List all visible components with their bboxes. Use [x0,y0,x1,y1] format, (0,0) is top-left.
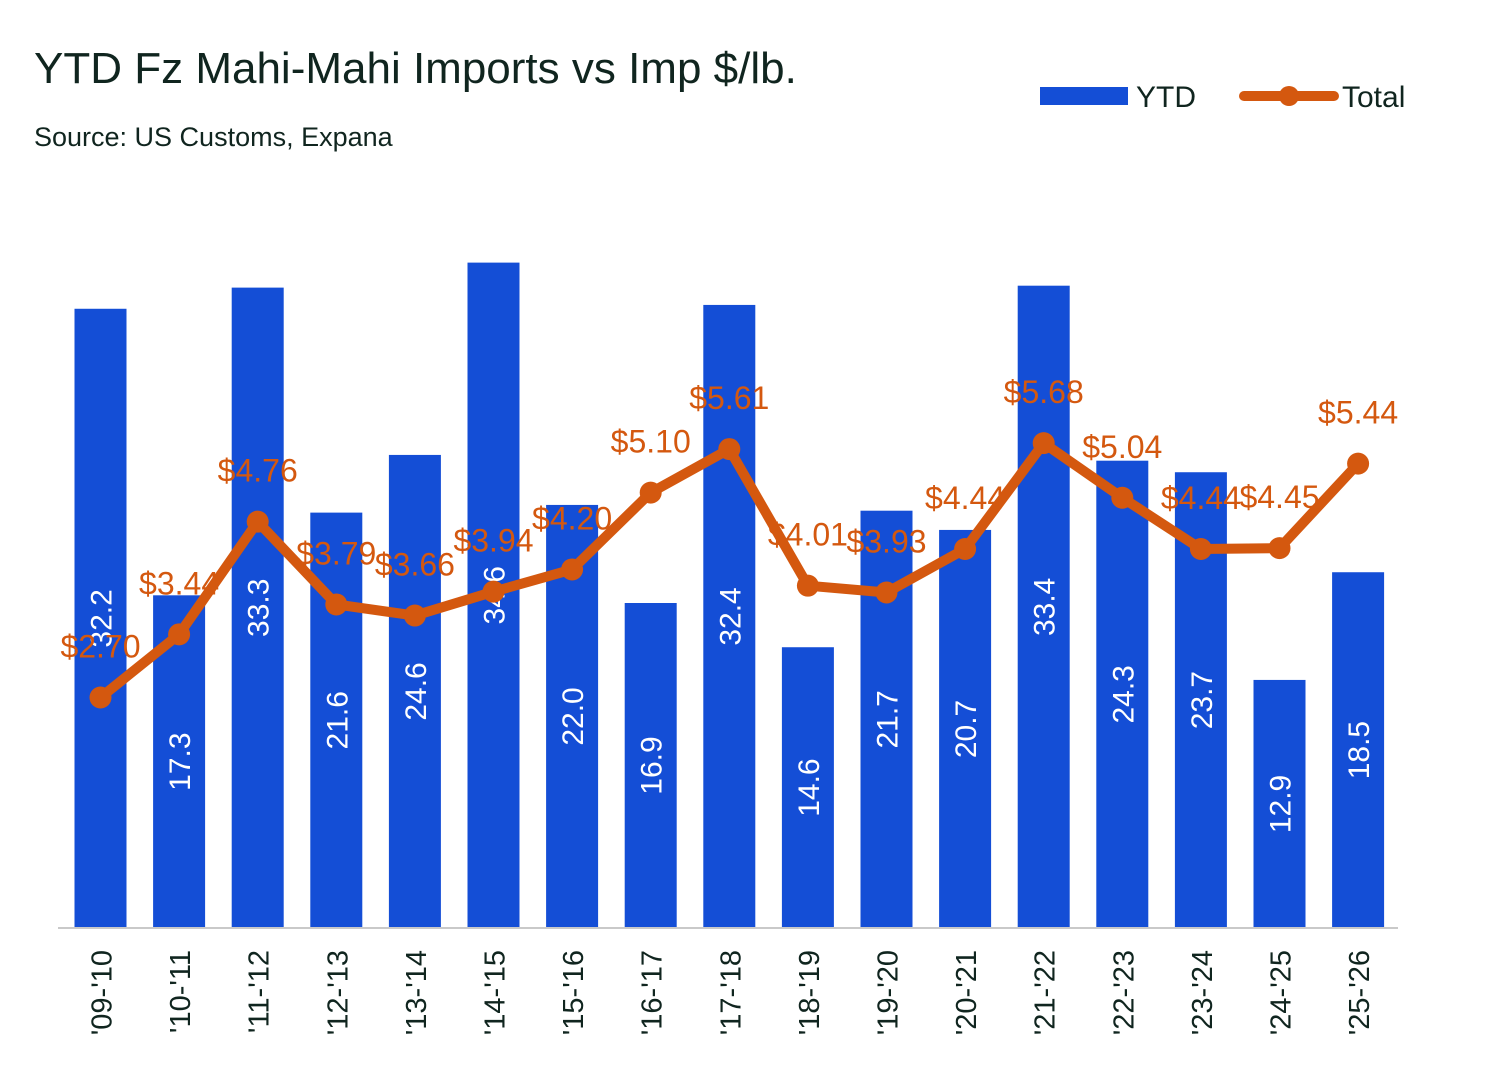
bar [1332,572,1385,928]
total-marker [168,623,191,646]
bar [74,308,127,928]
bar-series-ytd [74,262,1385,929]
total-marker [403,604,426,627]
bar-value-label: 32.4 [714,587,747,645]
total-marker [89,686,112,709]
bar [1017,285,1070,928]
x-tick-label: '18-'19 [794,950,826,1035]
total-marker [246,510,269,533]
bar-value-label: 24.6 [400,662,433,720]
bar-value-label: 16.9 [636,736,669,794]
total-marker [482,580,505,603]
x-tick-label: '19-'20 [873,950,905,1035]
x-tick-label: '22-'23 [1108,950,1140,1035]
x-tick-label: '09-'10 [87,950,119,1035]
price-label: $3.93 [846,524,926,560]
x-tick-label: '25-'26 [1344,950,1376,1035]
price-label: $3.44 [139,565,219,601]
bar [1253,679,1306,928]
bar [781,647,834,928]
bar-value-label: 12.9 [1265,775,1298,833]
price-label: $4.20 [532,500,612,536]
x-tick-label: '14-'15 [480,950,512,1035]
price-label: $5.68 [1004,374,1084,410]
bar-value-label: 32.2 [86,589,119,647]
legend-label-total: Total [1342,81,1405,114]
x-tick-label: '12-'13 [322,950,354,1035]
total-marker [718,438,741,461]
legend-swatch-total-marker [1279,86,1299,106]
price-label: $5.04 [1082,429,1162,465]
bar-value-label: 17.3 [164,732,197,790]
total-marker [561,558,584,581]
x-tick-label: '24-'25 [1266,950,1298,1035]
total-marker [1189,537,1212,560]
bar-value-label: 18.5 [1343,721,1376,779]
total-marker [796,574,819,597]
legend: YTD Total [1040,81,1405,114]
price-label: $4.76 [218,453,298,489]
bar [624,603,677,928]
price-label: $5.61 [689,380,769,416]
total-marker [954,537,977,560]
bar-value-label: 23.7 [1186,671,1219,729]
bar-value-label: 21.7 [872,690,905,748]
price-label: $4.45 [1239,479,1319,515]
total-marker [1032,432,1055,455]
bar-value-label: 24.3 [1107,665,1140,723]
x-tick-label: '16-'17 [637,950,669,1035]
bar [939,529,992,928]
bar [1096,460,1149,928]
chart-title: YTD Fz Mahi-Mahi Imports vs Imp $/lb. [34,44,797,93]
bar [388,454,441,928]
x-tick-label: '15-'16 [558,950,590,1035]
x-tick-label: '21-'22 [1030,950,1062,1035]
x-tick-label: '13-'14 [401,950,433,1035]
total-marker [1111,486,1134,509]
total-marker [875,581,898,604]
total-marker [1347,452,1370,475]
price-label: $5.44 [1318,395,1398,431]
price-label: $5.10 [611,424,691,460]
bar-value-label: 33.3 [243,579,276,637]
price-label: $3.94 [453,523,533,559]
x-tick-label: '11-'12 [244,950,276,1033]
price-label: $3.66 [375,547,455,583]
x-tick-label: '20-'21 [951,950,983,1035]
line-series-total [89,432,1370,709]
bar-value-label: 21.6 [321,691,354,749]
line-data-labels: $2.70 $3.44 $4.76 $3.79$3.66$3.94$4.20 $5.10… [60,374,1398,664]
x-tick-label: '10-'11 [165,950,197,1033]
bar [703,304,756,928]
total-marker [1268,537,1291,560]
chart-subtitle: Source: US Customs, Expana [34,122,393,152]
x-tick-label: '17-'18 [715,950,747,1035]
price-label: $4.01 [768,517,848,553]
price-label: $4.44 [925,480,1005,516]
price-label: $2.70 [60,629,140,665]
x-axis-tick-labels: '09-'10 '10-'11 '11-'12 '12-'13 '13-'14 '14-'… [87,950,1377,1035]
bar-value-label: 20.7 [950,700,983,758]
bar-value-label: 22.0 [557,687,590,745]
price-label: $3.79 [296,535,376,571]
price-label: $4.44 [1161,480,1241,516]
x-tick-label: '23-'24 [1187,950,1219,1035]
legend-swatch-ytd [1040,87,1128,105]
bar [231,287,284,929]
legend-label-ytd: YTD [1136,81,1196,114]
total-marker [639,481,662,504]
bar-value-label: 14.6 [793,758,826,816]
total-marker [325,593,348,616]
bar-value-label: 33.4 [1029,578,1062,636]
